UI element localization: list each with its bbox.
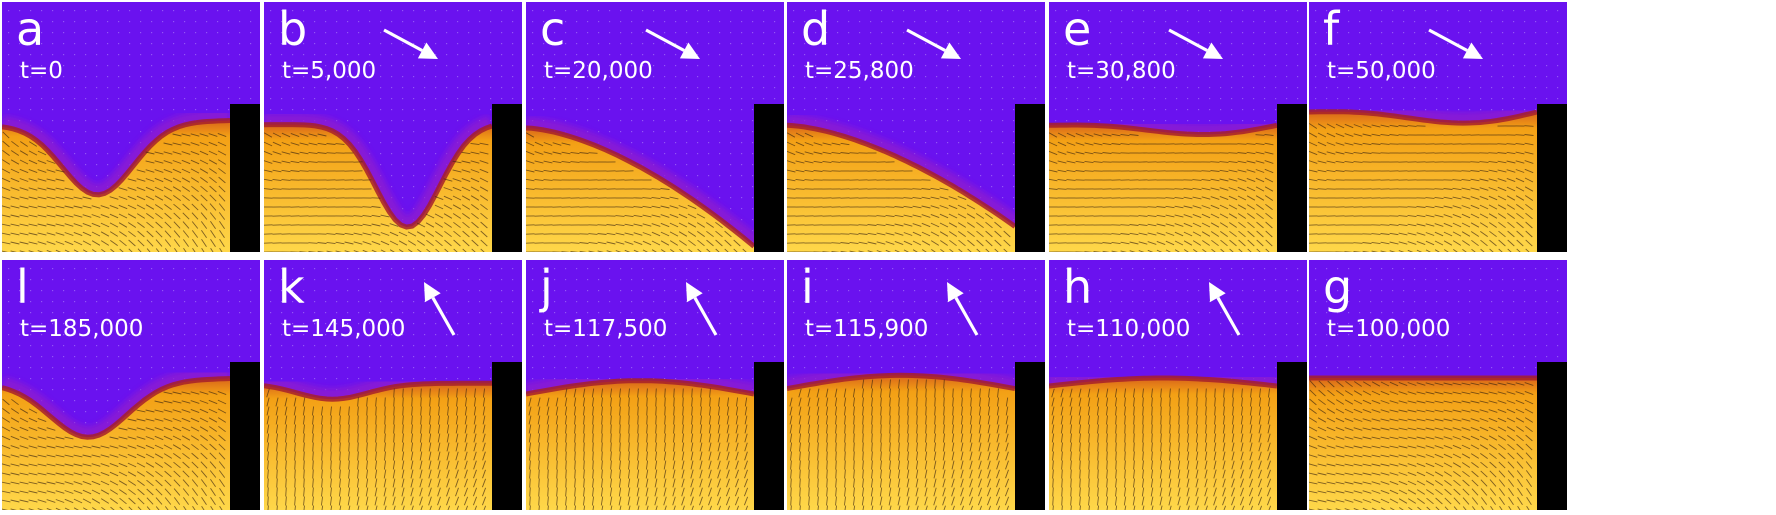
nematic-region xyxy=(1309,378,1537,510)
panel-letter: f xyxy=(1323,2,1340,56)
nematic-region xyxy=(1049,378,1277,510)
time-step-label: t=25,800 xyxy=(805,58,914,84)
director-field xyxy=(789,379,1010,510)
time-step-label: t=5,000 xyxy=(282,58,377,84)
order-parameter-field xyxy=(1049,10,1307,252)
panel-letter: e xyxy=(1063,2,1092,56)
simulation-panel-h: h t=110,000 xyxy=(1049,260,1307,510)
confining-wall xyxy=(230,104,260,252)
nematic-isotropic-interface xyxy=(1049,375,1278,389)
time-step-label: t=145,000 xyxy=(282,316,406,342)
simulation-panel-d: d t=25,800 xyxy=(787,2,1045,252)
nematic-region xyxy=(1049,125,1277,252)
confining-wall xyxy=(230,362,260,510)
confining-wall xyxy=(754,362,784,510)
panel-letter: g xyxy=(1323,260,1353,314)
panel-letter: c xyxy=(540,2,566,56)
order-parameter-field xyxy=(787,10,1045,252)
simulation-panel-a: a t=0 xyxy=(2,2,260,252)
confining-wall xyxy=(492,104,522,252)
order-parameter-field xyxy=(1049,268,1307,510)
time-step-label: t=100,000 xyxy=(1327,316,1451,342)
director-field xyxy=(1309,380,1534,510)
nematic-isotropic-interface xyxy=(2,118,231,198)
order-parameter-field xyxy=(526,268,784,510)
time-step-label: t=0 xyxy=(20,58,63,84)
nematic-isotropic-interface xyxy=(526,125,756,249)
nematic-isotropic-interface xyxy=(787,372,1016,392)
panel-letter: b xyxy=(278,2,308,56)
simulation-panel-k: k t=145,000 xyxy=(264,260,522,510)
nematic-region xyxy=(526,380,754,510)
nematic-isotropic-interface xyxy=(264,380,492,402)
panel-letter: h xyxy=(1063,260,1093,314)
nematic-isotropic-interface xyxy=(1049,122,1278,137)
simulation-panel-f: f t=50,000 xyxy=(1309,2,1567,252)
time-step-label: t=185,000 xyxy=(20,316,144,342)
simulation-panel-l: l t=185,000 xyxy=(2,260,260,510)
nematic-isotropic-interface xyxy=(526,378,755,397)
nematic-isotropic-interface xyxy=(2,376,231,440)
nematic-region xyxy=(526,128,754,252)
nematic-region xyxy=(264,124,492,252)
time-step-label: t=20,000 xyxy=(544,58,653,84)
director-field xyxy=(1049,132,1274,252)
simulation-panel-j: j t=117,500 xyxy=(526,260,784,510)
panel-letter: a xyxy=(16,2,45,56)
director-field xyxy=(528,388,749,510)
confining-wall xyxy=(1015,362,1045,510)
nematic-isotropic-interface xyxy=(264,122,493,230)
director-field xyxy=(526,132,747,252)
nematic-isotropic-interface xyxy=(1309,109,1538,126)
simulation-panel-i: i t=115,900 xyxy=(787,260,1045,510)
director-field xyxy=(787,132,1011,252)
simulation-panel-e: e t=30,800 xyxy=(1049,2,1307,252)
simulation-panel-c: c t=20,000 xyxy=(526,2,784,252)
director-field xyxy=(1309,123,1534,252)
order-parameter-field xyxy=(264,268,522,510)
nematic-region xyxy=(2,378,230,510)
order-parameter-field xyxy=(787,268,1045,510)
nematic-region xyxy=(1309,111,1537,252)
confining-wall xyxy=(1537,104,1567,252)
panel-letter: d xyxy=(801,2,831,56)
confining-wall xyxy=(1537,362,1567,510)
panel-letter: j xyxy=(540,260,553,314)
director-field xyxy=(266,388,487,510)
director-field xyxy=(264,132,489,252)
simulation-panel-g: g t=100,000 xyxy=(1309,260,1567,510)
nematic-region xyxy=(787,375,1015,510)
confining-wall xyxy=(1277,362,1307,510)
nematic-region xyxy=(264,383,492,510)
order-parameter-field xyxy=(1309,268,1567,510)
nematic-isotropic-interface xyxy=(787,122,1017,229)
time-step-label: t=115,900 xyxy=(805,316,929,342)
order-parameter-field xyxy=(526,10,784,252)
order-parameter-field xyxy=(1309,10,1567,252)
time-step-label: t=117,500 xyxy=(544,316,668,342)
confining-wall xyxy=(492,362,522,510)
simulation-panel-b: b t=5,000 xyxy=(264,2,522,252)
confining-wall xyxy=(754,104,784,252)
director-field xyxy=(2,131,227,252)
panel-letter: l xyxy=(16,260,29,314)
director-field xyxy=(2,390,227,510)
order-parameter-field xyxy=(2,268,260,510)
time-step-label: t=110,000 xyxy=(1067,316,1191,342)
director-field xyxy=(1051,388,1272,510)
confining-wall xyxy=(1277,104,1307,252)
time-step-label: t=30,800 xyxy=(1067,58,1176,84)
panel-letter: i xyxy=(801,260,814,314)
time-step-label: t=50,000 xyxy=(1327,58,1436,84)
confining-wall xyxy=(1015,104,1045,252)
panel-letter: k xyxy=(278,260,305,314)
order-parameter-field xyxy=(2,10,260,252)
